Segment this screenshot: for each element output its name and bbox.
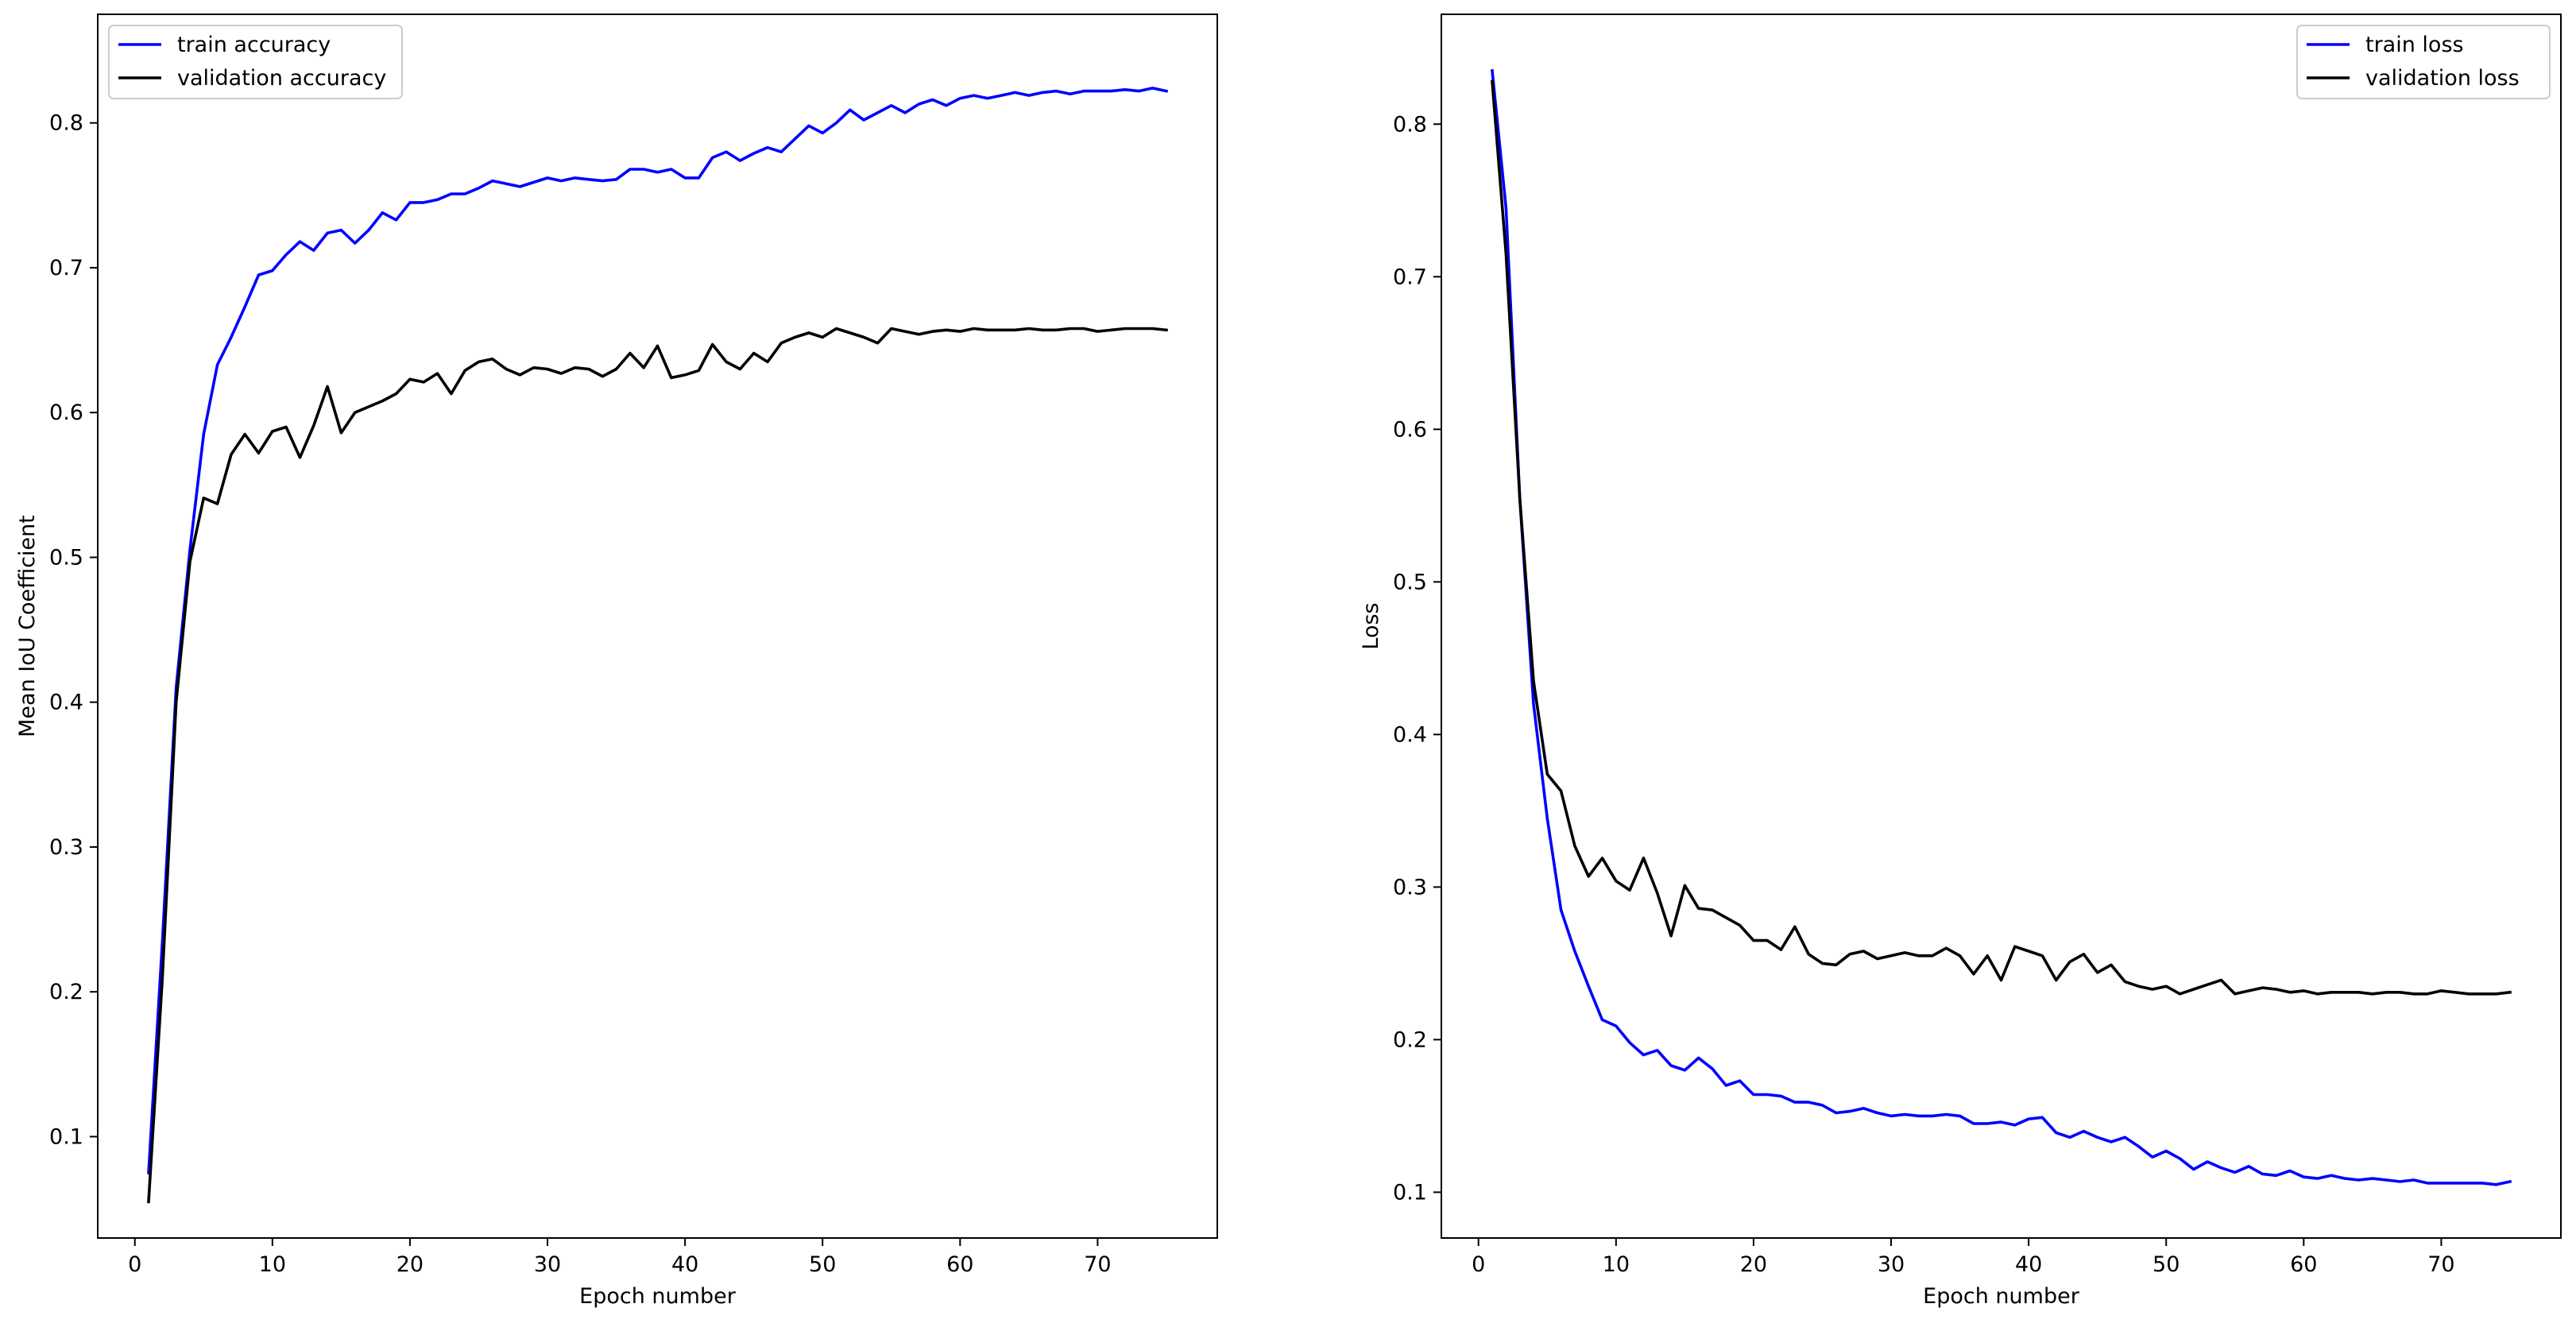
legend-box <box>108 25 403 99</box>
x-axis-label: Epoch number <box>579 1284 737 1309</box>
y-tick-label: 0.6 <box>1393 417 1427 442</box>
x-tick-label: 0 <box>1472 1252 1485 1277</box>
y-tick-label: 0.2 <box>49 980 83 1004</box>
y-axis-label: Loss <box>1359 602 1383 649</box>
y-tick-label: 0.5 <box>49 545 83 570</box>
legend-box <box>2296 25 2551 99</box>
x-tick-label: 20 <box>1740 1252 1767 1277</box>
series-line-train-loss <box>1491 69 2512 1186</box>
chart-panel-2: 0 10 20 30 40 50 60 70 0.1 0.2 0.3 0.4 0.5 0.6 0.7 0.8 E… <box>1359 14 2562 1309</box>
plot-frame <box>97 14 1218 1239</box>
x-tick-label: 10 <box>259 1252 286 1277</box>
x-tick-label: 30 <box>534 1252 561 1277</box>
y-tick-label: 0.8 <box>49 111 83 136</box>
x-tick-label: 10 <box>1603 1252 1630 1277</box>
y-tick-label: 0.7 <box>1393 265 1427 289</box>
y-tick-label: 0.1 <box>1393 1180 1427 1205</box>
series-line-train-accuracy <box>147 87 1169 1174</box>
y-tick-label: 0.4 <box>1393 722 1427 747</box>
series-line-validation-loss <box>1491 79 2512 996</box>
legend: train loss validation loss <box>2296 25 2551 99</box>
x-axis-label: Epoch number <box>1923 1284 2080 1309</box>
y-axis-label: Mean IoU Coefficient <box>15 515 40 737</box>
y-tick-label: 0.2 <box>1393 1027 1427 1052</box>
legend-label: train accuracy <box>177 33 331 57</box>
x-tick-label: 40 <box>2015 1252 2042 1277</box>
x-tick-label: 40 <box>671 1252 698 1277</box>
y-tick-label: 0.8 <box>1393 112 1427 137</box>
legend-label: validation loss <box>2365 66 2520 91</box>
y-tick-label: 0.3 <box>49 835 83 860</box>
x-tick-label: 30 <box>1878 1252 1905 1277</box>
x-tick-label: 0 <box>128 1252 141 1277</box>
x-tick-label: 50 <box>809 1252 836 1277</box>
y-tick-label: 0.5 <box>1393 570 1427 594</box>
x-tick-label: 60 <box>946 1252 973 1277</box>
x-tick-label: 70 <box>1084 1252 1111 1277</box>
plot-frame <box>1441 14 2562 1239</box>
y-tick-label: 0.1 <box>49 1124 83 1149</box>
series-line-validation-accuracy <box>147 327 1168 1204</box>
y-tick-label: 0.4 <box>49 691 83 715</box>
y-tick-label: 0.6 <box>49 400 83 425</box>
y-tick-label: 0.3 <box>1393 875 1427 899</box>
x-tick-label: 20 <box>396 1252 424 1277</box>
legend-label: validation accuracy <box>177 66 386 91</box>
x-tick-label: 60 <box>2290 1252 2317 1277</box>
y-tick-label: 0.7 <box>49 256 83 280</box>
x-tick-label: 50 <box>2152 1252 2180 1277</box>
legend: train accuracy validation accuracy <box>108 25 403 99</box>
x-tick-label: 70 <box>2427 1252 2454 1277</box>
chart-panel-1: 0 10 20 30 40 50 60 70 0.1 0.2 0.3 0.4 0.5 0.6 0.7 0.8 E… <box>15 14 1218 1309</box>
legend-label: train loss <box>2365 33 2464 57</box>
